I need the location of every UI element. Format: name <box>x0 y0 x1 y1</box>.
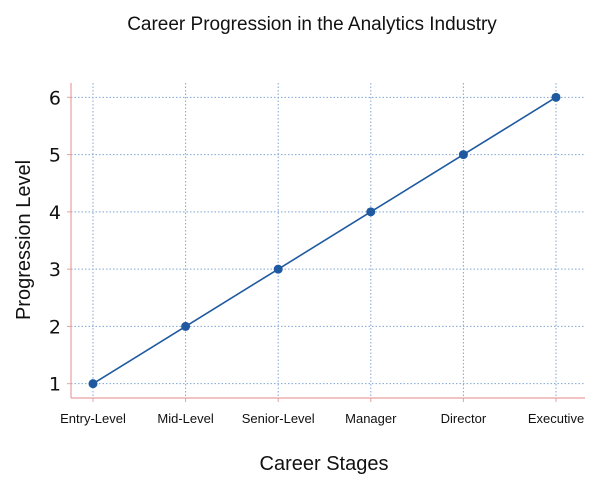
x-tick-label: Executive <box>528 411 584 426</box>
y-tick-label: 6 <box>49 87 61 109</box>
x-tick-label: Senior-Level <box>242 411 315 426</box>
data-point <box>551 92 561 102</box>
data-point <box>458 150 468 160</box>
x-tick-label: Manager <box>345 411 397 426</box>
x-axis-label: Career Stages <box>260 453 389 475</box>
y-axis-label: Progression Level <box>13 160 35 320</box>
data-point <box>181 321 191 331</box>
x-tick-label: Entry-Level <box>60 411 126 426</box>
data-point <box>273 264 283 274</box>
y-tick-label: 2 <box>49 316 61 338</box>
y-tick-label: 4 <box>49 202 61 224</box>
axes <box>67 83 585 402</box>
data-point <box>366 207 376 217</box>
series <box>88 92 561 389</box>
x-tick-labels: Entry-Level Mid-Level Senior-Level Manager D… <box>60 411 584 426</box>
series-line <box>92 96 557 385</box>
x-tick-label: Director <box>441 411 487 426</box>
data-point <box>88 379 98 389</box>
y-tick-label: 3 <box>49 259 61 281</box>
chart-title: Career Progression in the Analytics Indu… <box>127 14 497 35</box>
grid <box>71 83 585 398</box>
y-tick-labels: 1 2 3 4 5 6 <box>49 87 61 395</box>
y-tick-label: 5 <box>49 145 61 167</box>
x-tick-label: Mid-Level <box>157 411 213 426</box>
y-tick-label: 1 <box>49 374 61 396</box>
